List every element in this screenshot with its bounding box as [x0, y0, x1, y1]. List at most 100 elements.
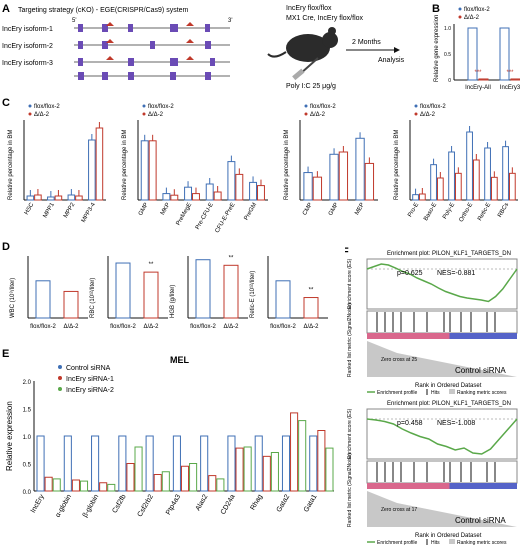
panel-d-charts: WBC (10⁹/liter) flox/flox-2 Δ/Δ-2 RBC (10¹²…: [9, 255, 328, 330]
panel-b-letter: B: [432, 3, 440, 15]
gsea-rank-bar: [449, 333, 517, 339]
c-bar-delta: [235, 173, 244, 201]
e-bar: [145, 435, 154, 492]
e-legend-label: IncEry siRNA-1: [66, 376, 114, 383]
e-bar: [134, 446, 143, 492]
exon-block: [102, 41, 108, 49]
c-x-label: PreMegE: [176, 202, 194, 227]
e-bar: [290, 412, 299, 492]
c-x-label: MPP3-4: [81, 201, 97, 223]
panel-e-letter: E: [2, 348, 9, 360]
c-bar-flox: [205, 183, 214, 201]
gsea-legend-label: Ranking metric scores: [457, 390, 507, 396]
e-bar: [63, 435, 72, 492]
c-bar-flox: [249, 181, 258, 201]
targeting-strategy-title: Targeting strategy (cKO) - EGE(CRISPR/Ca…: [18, 7, 189, 14]
gsea-x-label: Rank in Ordered Dataset: [415, 383, 482, 389]
exon-block: [210, 58, 215, 66]
gsea-rank-label: Ranked list metric (Signal2Noise): [347, 303, 353, 377]
c-bar-flox: [448, 151, 455, 201]
c-legend-marker: [304, 104, 308, 108]
c-bar-flox: [67, 194, 76, 201]
c-legend-label: flox/flox-2: [34, 104, 60, 110]
c-x-label: MEP: [354, 202, 366, 216]
c-bar-flox: [88, 139, 96, 201]
d-x-label: flox/flox-2: [190, 324, 216, 330]
c-x-label: CMP: [302, 202, 314, 217]
b-legend-marker: [458, 7, 462, 11]
c-legend-marker: [414, 104, 418, 108]
panel-c-charts: Relative percentage in BM flox/flox-2 Δ/Δ-…: [8, 104, 518, 234]
e-bar: [243, 446, 252, 492]
gsea-enrichment-line: [366, 418, 518, 455]
e-bar: [262, 455, 271, 492]
gsea-bottom-label: Control siRNA: [455, 366, 506, 375]
c-bar-flox: [184, 186, 193, 201]
loxp-site-icon: [186, 56, 194, 60]
b-legend-label: Δ/Δ-2: [464, 15, 480, 21]
c-bar-flox: [484, 147, 491, 201]
gsea-enrichment-line: [366, 263, 518, 303]
b-bar-flox: [499, 27, 510, 81]
exon-block: [170, 72, 176, 80]
isoform-rows: IncEry isoform-1 IncEry isoform-2 IncEry i…: [2, 22, 230, 80]
c-x-label: GMP: [328, 202, 340, 217]
panel-a-letter: A: [2, 3, 10, 15]
panel-d: D WBC (10⁹/liter) flox/flox-2 Δ/Δ-2 RBC (10…: [2, 241, 328, 330]
c-legend-marker: [304, 112, 308, 116]
gsea-legend-label: Enrichment profile: [377, 390, 418, 396]
e-x-label: Gata1: [303, 493, 319, 513]
b-bar-delta: [510, 78, 520, 81]
e-bar: [227, 435, 236, 492]
e-y-tick: 1.0: [23, 435, 32, 441]
c-x-label: MKP: [160, 202, 172, 216]
gsea-zero-cross: Zero cross at 25: [381, 357, 417, 363]
c-bar-flox: [502, 146, 509, 201]
injection-label: Poly I:C 25 μg/g: [286, 83, 336, 90]
d-bar-flox: [275, 280, 291, 319]
c-x-label: Pro-E: [407, 202, 420, 218]
d-bar-delta: [223, 264, 239, 319]
e-x-label: Csf2rb2: [137, 493, 155, 518]
gsea-es-label: Enrichment score (ES): [347, 258, 353, 309]
c-x-label: CFU-E-PreE: [215, 202, 237, 234]
exon-block: [128, 58, 134, 66]
e-legend-label: IncEry siRNA-2: [66, 387, 114, 394]
three-prime-label: 3': [228, 18, 232, 24]
loxp-site-icon: [106, 22, 114, 26]
c-bar-flox: [329, 153, 339, 201]
e-bar: [270, 452, 279, 492]
c-bar-delta: [312, 176, 323, 201]
e-x-label: Gata2: [276, 493, 292, 513]
gsea-legend-label: Ranking metric scores: [457, 540, 507, 546]
d-sig: **: [229, 255, 234, 261]
d-sig: **: [149, 262, 154, 268]
e-bar: [153, 474, 162, 492]
e-legend-marker: [58, 387, 62, 391]
e-bar: [44, 476, 53, 492]
c-bar-flox: [227, 161, 236, 201]
e-legend-label: Control siRNA: [66, 365, 111, 372]
e-x-label: Ptp4a3: [165, 493, 182, 516]
c-bar-delta: [192, 193, 200, 201]
e-bar: [36, 435, 45, 492]
gsea-p-value: p=0.458: [397, 420, 423, 427]
c-bar-delta: [454, 172, 462, 201]
exon-block: [170, 58, 178, 66]
e-bar: [71, 479, 80, 492]
gsea-x-label: Rank in Ordered Dataset: [415, 533, 482, 539]
c-bar-flox: [430, 164, 437, 201]
arrow-head-icon: [394, 47, 400, 53]
panel-f-plots: Enrichment plot: PILON_KLF1_TARGETS_DN p=…: [347, 251, 518, 546]
e-bar: [172, 435, 181, 492]
panel-c: C Relative percentage in BM flox/flox-2 Δ/…: [2, 97, 518, 234]
c-bar-delta: [436, 177, 444, 201]
c-bar-delta: [257, 185, 265, 201]
c-bar-delta: [338, 151, 349, 201]
d-x-label: Δ/Δ-2: [143, 324, 159, 330]
e-x-label: Csf2fb: [111, 493, 127, 514]
exon-block: [78, 72, 84, 80]
gsea-metric-area: [367, 341, 517, 377]
e-x-label: IncEry: [30, 493, 46, 514]
e-bar: [126, 463, 135, 492]
